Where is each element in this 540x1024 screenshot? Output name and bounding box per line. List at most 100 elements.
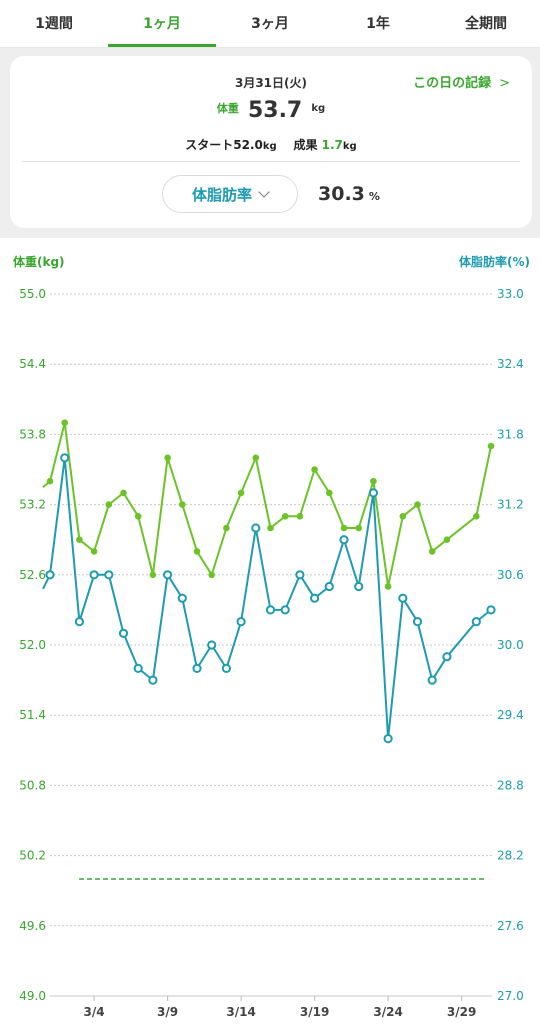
right-tick-label: 28.8 — [497, 778, 524, 792]
metric-value: 30.3 — [318, 183, 365, 205]
result-label: 成果 — [293, 138, 318, 152]
right-tick-label: 33.0 — [497, 287, 524, 301]
bodyfat-data-point — [221, 663, 231, 673]
bodyfat-data-point — [163, 570, 173, 580]
weight-data-point — [105, 501, 113, 508]
bodyfat-data-point — [45, 570, 55, 580]
bodyfat-data-point — [207, 640, 217, 650]
weight-data-point — [326, 489, 333, 497]
day-record-label: この日の記録 — [413, 76, 492, 91]
weight-data-point — [296, 513, 304, 520]
bodyfat-data-point — [310, 593, 320, 603]
bodyfat-data-point — [339, 535, 349, 545]
bodyfat-data-point — [60, 453, 70, 463]
right-tick-label: 28.2 — [497, 849, 524, 863]
right-tick-label: 30.0 — [497, 638, 524, 652]
bodyfat-data-point — [148, 675, 158, 685]
bodyfat-data-point — [471, 617, 481, 627]
x-tick-label: 3/4 — [84, 1005, 105, 1019]
bodyfat-data-point — [104, 570, 114, 580]
right-tick-label: 32.4 — [497, 357, 524, 371]
weight-data-point — [370, 477, 377, 485]
period-tabs: 1週間 1ヶ月 3ヶ月 1年 全期間 — [0, 0, 540, 48]
weight-data-point — [193, 548, 201, 555]
bodyfat-data-point — [265, 605, 276, 615]
tab-1-week[interactable]: 1週間 — [35, 16, 73, 32]
weight-data-point — [487, 442, 495, 450]
start-unit: kg — [262, 141, 277, 152]
metric-selector-button[interactable]: 体脂肪率 — [162, 175, 298, 213]
left-tick-label: 52.6 — [19, 568, 46, 582]
weight-unit: kg — [311, 103, 326, 114]
x-tick-label: 3/19 — [300, 1005, 329, 1019]
bodyfat-data-point — [74, 617, 85, 627]
weight-data-point — [120, 489, 127, 497]
start-label: スタート — [185, 138, 234, 152]
left-tick-label: 53.8 — [19, 427, 46, 441]
weight-data-point — [473, 513, 480, 520]
bodyfat-data-point — [427, 675, 437, 685]
bodyfat-data-point — [354, 581, 364, 592]
weight-readout: 体重 53.7 kg — [10, 98, 532, 123]
weight-data-point — [149, 571, 157, 579]
bodyfat-data-point — [295, 570, 305, 580]
bodyfat-data-point — [442, 652, 452, 662]
weight-data-point — [208, 571, 215, 579]
result-unit: kg — [342, 141, 357, 152]
bodyfat-data-point — [89, 570, 99, 580]
right-tick-label: 27.6 — [497, 919, 524, 933]
bodyfat-data-point — [383, 734, 393, 744]
chevron-down-icon — [258, 185, 270, 198]
weight-data-point — [281, 513, 289, 520]
left-tick-label: 52.0 — [19, 638, 46, 652]
tab-all-time[interactable]: 全期間 — [465, 16, 507, 32]
tab-1-month[interactable]: 1ヶ月 — [108, 0, 216, 47]
left-tick-label: 53.2 — [19, 498, 46, 512]
bodyfat-data-point — [236, 617, 246, 627]
x-tick-label: 3/9 — [157, 1005, 178, 1019]
day-record-link[interactable]: この日の記録 > — [413, 72, 510, 91]
selected-date: 3月31日(火) — [234, 76, 308, 90]
weight-data-point — [414, 501, 421, 508]
x-tick-label: 3/24 — [373, 1005, 402, 1019]
metric-readout: 30.3% — [318, 183, 380, 205]
result-value: 1.7 — [321, 138, 343, 152]
tab-1-year[interactable]: 1年 — [366, 16, 390, 32]
bodyfat-data-point — [118, 628, 129, 638]
weight-data-point — [46, 477, 54, 485]
bodyfat-data-point — [368, 488, 378, 498]
bodyfat-data-point — [192, 663, 202, 673]
weight-data-point — [76, 536, 83, 543]
bodyfat-data-point — [251, 523, 261, 533]
bodyfat-data-point — [280, 605, 290, 615]
progress-row: スタート52.0kg 成果 1.7kg — [10, 136, 532, 153]
left-tick-label: 50.8 — [19, 778, 46, 792]
bodyfat-data-point — [177, 593, 187, 603]
weight-bodyfat-chart[interactable]: 55.0 33.0 54.4 32.4 53.8 31.8 53.2 31.2 52.6 30.6… — [0, 280, 540, 1024]
weight-label: 体重 — [216, 102, 239, 115]
left-tick-label: 50.2 — [19, 849, 46, 863]
bodyfat-data-point — [486, 605, 496, 615]
left-tick-label: 51.4 — [19, 708, 46, 722]
x-tick-label: 3/29 — [447, 1005, 476, 1019]
weight-data-point — [443, 536, 451, 543]
weight-value: 53.7 — [247, 98, 303, 123]
right-tick-label: 31.2 — [497, 498, 524, 512]
weight-data-point — [134, 513, 142, 520]
weight-data-point — [223, 524, 230, 532]
chevron-right-icon: > — [499, 76, 510, 91]
metric-unit: % — [368, 190, 380, 203]
weight-data-point — [399, 513, 407, 520]
right-tick-label: 27.0 — [497, 989, 524, 1003]
weight-data-point — [384, 583, 392, 590]
tab-3-months[interactable]: 3ヶ月 — [251, 16, 289, 32]
weight-data-point — [90, 548, 98, 555]
start-value: 52.0 — [233, 138, 263, 152]
weight-data-point — [267, 524, 274, 532]
weight-data-point — [164, 454, 171, 462]
left-axis-title: 体重(kg) — [13, 255, 65, 269]
bodyfat-data-point — [398, 593, 408, 603]
right-tick-label: 29.4 — [497, 708, 524, 722]
left-tick-label: 49.6 — [19, 919, 46, 933]
bodyfat-data-point — [133, 663, 143, 673]
